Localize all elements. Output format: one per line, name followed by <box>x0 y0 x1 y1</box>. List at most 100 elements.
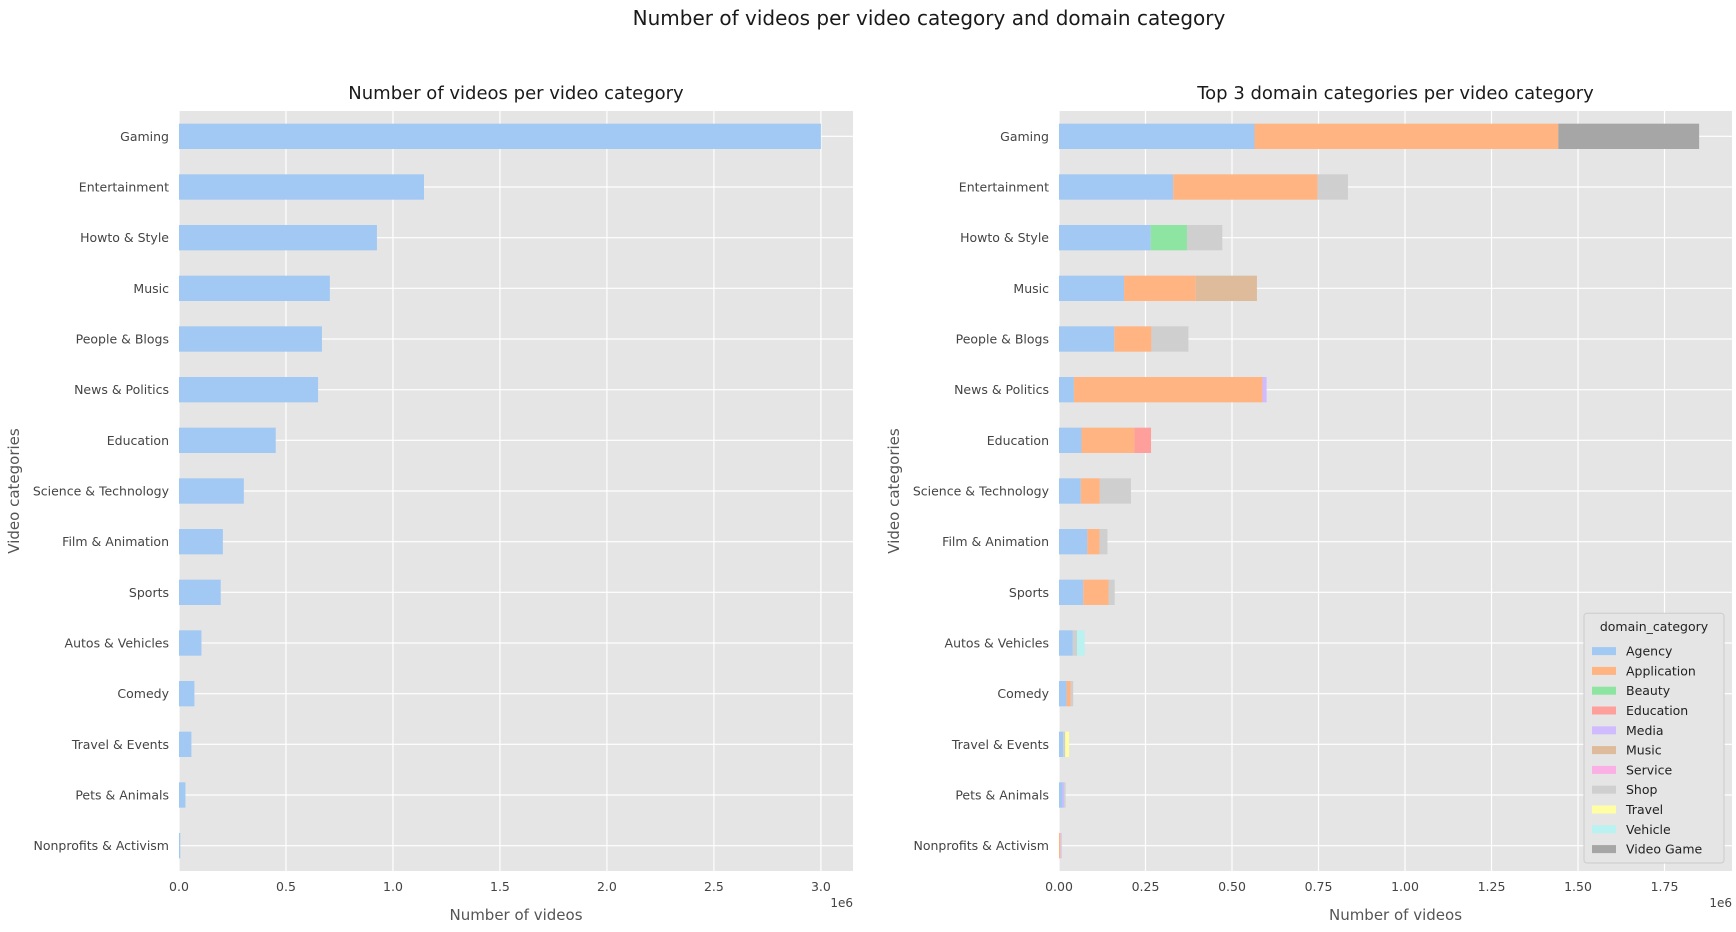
left-y-tick-label: Autos & Vehicles <box>65 636 169 651</box>
bar-left <box>179 529 223 555</box>
legend-label: Beauty <box>1626 683 1671 698</box>
legend-swatch <box>1592 666 1616 675</box>
bar-left <box>179 427 276 453</box>
bar-segment-education <box>1134 427 1152 453</box>
bar-segment-application <box>1124 275 1196 301</box>
left-y-tick-label: Sports <box>129 585 169 600</box>
right-y-tick-label: Music <box>1013 281 1049 296</box>
bar-segment-shop <box>1064 782 1066 808</box>
bar-segment-agency <box>1059 275 1125 301</box>
bar-segment-agency <box>1059 427 1082 453</box>
right-y-tick-label: People & Blogs <box>956 332 1049 347</box>
right-chart-title: Top 3 domain categories per video catego… <box>1196 83 1594 104</box>
bar-segment-beauty <box>1150 225 1188 251</box>
bar-segment-agency <box>1059 529 1088 555</box>
bar-segment-application <box>1173 174 1318 200</box>
legend-swatch <box>1592 845 1616 854</box>
legend-title: domain_category <box>1600 619 1709 634</box>
legend-swatch <box>1592 647 1616 656</box>
bar-left <box>179 478 244 504</box>
right-y-tick-label: News & Politics <box>954 382 1049 397</box>
bar-segment-agency <box>1059 731 1064 757</box>
right-y-tick-label: Travel & Events <box>951 737 1049 752</box>
legend-label: Service <box>1626 762 1673 777</box>
bar-left <box>179 123 821 149</box>
bar-segment-application <box>1066 681 1071 707</box>
legend-label: Application <box>1626 663 1696 678</box>
bar-segment-travel <box>1065 731 1070 757</box>
bar-segment-application <box>1073 377 1263 403</box>
bar-segment-music <box>1195 275 1257 301</box>
left-y-tick-label: Music <box>133 281 169 296</box>
bar-segment-shop <box>1060 833 1062 859</box>
bar-left <box>179 782 186 808</box>
right-x-tick-label: 1.00 <box>1391 879 1419 894</box>
bar-segment-application <box>1080 478 1100 504</box>
right-x-tick-label: 0.25 <box>1132 879 1160 894</box>
right-y-tick-label: Comedy <box>997 686 1049 701</box>
legend-swatch <box>1592 805 1616 814</box>
right-y-tick-label: Nonprofits & Activism <box>914 838 1050 853</box>
right-chart-panel: 0.00 0.25 0.50 0.75 1.00 1.25 1.50 1.75 Gaming En… <box>885 83 1732 924</box>
bar-segment-shop <box>1070 681 1074 707</box>
legend-label: Media <box>1626 723 1664 738</box>
legend-label: Education <box>1626 703 1688 718</box>
left-x-tick-label: 1.0 <box>383 879 403 894</box>
right-y-tick-label: Film & Animation <box>942 534 1049 549</box>
legend-swatch <box>1592 706 1616 715</box>
right-x-axis-label: Number of videos <box>1329 906 1462 924</box>
bar-segment-agency <box>1059 225 1151 251</box>
bar-segment-shop <box>1317 174 1348 200</box>
bar-left <box>179 326 322 352</box>
legend-swatch <box>1592 746 1616 755</box>
bar-left <box>179 377 319 403</box>
bar-segment-agency <box>1059 782 1063 808</box>
bar-left <box>179 579 221 605</box>
bar-segment-application <box>1059 833 1061 859</box>
left-x-tick-label: 3.0 <box>811 879 831 894</box>
bar-segment-agency <box>1059 326 1115 352</box>
legend-swatch <box>1592 726 1616 735</box>
bar-segment-agency <box>1059 123 1255 149</box>
right-x-tick-label: 0.75 <box>1305 879 1333 894</box>
bar-segment-video-game <box>1558 123 1700 149</box>
left-y-tick-label: Science & Technology <box>33 484 170 499</box>
legend-label: Shop <box>1626 782 1658 797</box>
bar-segment-media <box>1062 782 1065 808</box>
bar-segment-application <box>1083 579 1109 605</box>
figure-title: Number of videos per video category and … <box>633 6 1226 30</box>
bar-left <box>179 833 181 859</box>
bar-segment-shop <box>1108 579 1115 605</box>
left-x-tick-label: 1.5 <box>490 879 510 894</box>
bar-segment-application <box>1254 123 1559 149</box>
bar-segment-vehicle <box>1076 630 1085 656</box>
left-y-axis-label: Video categories <box>5 428 23 554</box>
bar-left <box>179 731 192 757</box>
bar-left <box>179 275 330 301</box>
left-y-tick-label: Entertainment <box>79 180 169 195</box>
bar-left <box>179 174 424 200</box>
bar-segment-agency <box>1059 630 1073 656</box>
left-x-tick-label: 0.0 <box>169 879 189 894</box>
bar-left <box>179 630 202 656</box>
bar-segment-service <box>1060 833 1062 859</box>
bar-segment-media <box>1262 377 1267 403</box>
legend-label: Agency <box>1626 644 1673 659</box>
right-x-tick-label: 0.50 <box>1218 879 1246 894</box>
bar-segment-application <box>1081 427 1135 453</box>
left-x-tick-label: 0.5 <box>276 879 296 894</box>
right-y-tick-label: Gaming <box>1000 129 1049 144</box>
left-y-tick-label: Howto & Style <box>80 230 169 245</box>
right-y-tick-label: Sports <box>1009 585 1049 600</box>
bar-segment-agency <box>1059 681 1067 707</box>
right-x-offset-label: 1e6 <box>1709 896 1732 910</box>
left-x-axis-label: Number of videos <box>449 906 582 924</box>
left-y-tick-label: Gaming <box>120 129 169 144</box>
right-y-axis-label: Video categories <box>885 428 903 554</box>
left-y-tick-label: Education <box>107 433 169 448</box>
left-y-tick-label: Travel & Events <box>71 737 169 752</box>
left-y-tick-label: Comedy <box>117 686 169 701</box>
legend-swatch <box>1592 686 1616 695</box>
legend-label: Music <box>1626 743 1662 758</box>
